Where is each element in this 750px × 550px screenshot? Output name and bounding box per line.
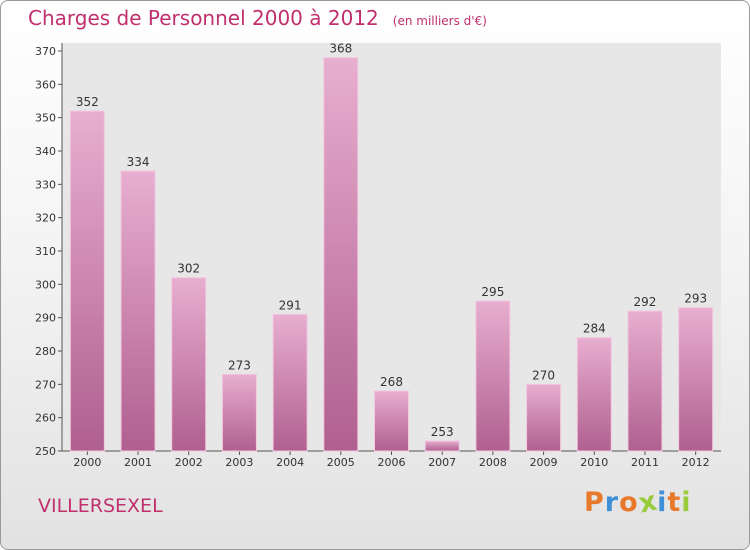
- y-tick-label: 340: [35, 145, 56, 158]
- proxiti-logo[interactable]: Proxiti: [584, 485, 692, 519]
- bar-2000: [69, 110, 105, 452]
- x-tick-label-2012: 2012: [682, 456, 710, 469]
- y-tick-label: 310: [35, 245, 56, 258]
- x-tick-label-2009: 2009: [530, 456, 558, 469]
- x-tick-label-2005: 2005: [327, 456, 355, 469]
- x-tick-label-2003: 2003: [225, 456, 253, 469]
- x-tick-label-2004: 2004: [276, 456, 304, 469]
- chart-title: Charges de Personnel 2000 à 2012 (en mill…: [28, 6, 487, 30]
- x-tick-label-2008: 2008: [479, 456, 507, 469]
- logo-letter: P: [584, 487, 605, 518]
- y-tick-label: 300: [35, 278, 56, 291]
- value-label-2007: 253: [431, 425, 454, 439]
- value-label-2008: 295: [481, 285, 504, 299]
- value-label-2010: 284: [583, 322, 606, 336]
- x-tick-label-2000: 2000: [73, 456, 101, 469]
- x-tick-label-2010: 2010: [580, 456, 608, 469]
- value-label-2012: 293: [684, 292, 707, 306]
- title-text: Charges de Personnel 2000 à 2012: [28, 6, 379, 30]
- y-tick-label: 260: [35, 412, 56, 425]
- value-label-2003: 273: [228, 358, 251, 372]
- bar-2007: [424, 440, 460, 452]
- logo-letter: i: [681, 487, 692, 518]
- bar-2009: [526, 383, 562, 452]
- y-tick-label: 360: [35, 78, 56, 91]
- value-label-2005: 368: [329, 42, 352, 56]
- y-tick-label: 330: [35, 178, 56, 191]
- y-tick-label: 290: [35, 312, 56, 325]
- logo-letter: r: [604, 487, 620, 518]
- bar-2012: [678, 307, 714, 452]
- bar-2003: [221, 373, 257, 452]
- bar-2004: [272, 313, 308, 452]
- x-tick-label-2006: 2006: [378, 456, 406, 469]
- x-tick-label-2011: 2011: [631, 456, 659, 469]
- chart-subtitle: (en milliers d'€): [392, 14, 487, 28]
- y-tick-label: 320: [35, 212, 56, 225]
- value-label-2006: 268: [380, 375, 403, 389]
- x-tick-label-2007: 2007: [428, 456, 456, 469]
- value-label-2004: 291: [279, 298, 302, 312]
- y-tick-label: 280: [35, 345, 56, 358]
- logo-letter: t: [667, 487, 682, 518]
- y-tick-label: 370: [35, 45, 56, 58]
- bar-2010: [576, 337, 612, 452]
- value-label-2001: 334: [127, 155, 150, 169]
- bar-2011: [627, 310, 663, 452]
- bar-2006: [374, 390, 409, 452]
- x-tick-label-2001: 2001: [124, 456, 152, 469]
- bar-2002: [171, 277, 207, 452]
- value-label-2011: 292: [634, 295, 657, 309]
- value-label-2000: 352: [76, 95, 99, 109]
- town-name: VILLERSEXEL: [38, 495, 163, 517]
- y-tick-label: 270: [35, 378, 56, 391]
- bar-2005: [323, 57, 359, 452]
- y-tick-label: 350: [35, 112, 56, 125]
- y-tick-label: 250: [35, 445, 56, 458]
- bar-2008: [475, 300, 511, 452]
- value-label-2009: 270: [532, 368, 555, 382]
- bar-2001: [120, 170, 156, 452]
- value-label-2002: 302: [177, 262, 200, 276]
- logo-letter: i: [657, 487, 668, 518]
- logo-letter: o: [619, 487, 639, 518]
- x-tick-label-2002: 2002: [175, 456, 203, 469]
